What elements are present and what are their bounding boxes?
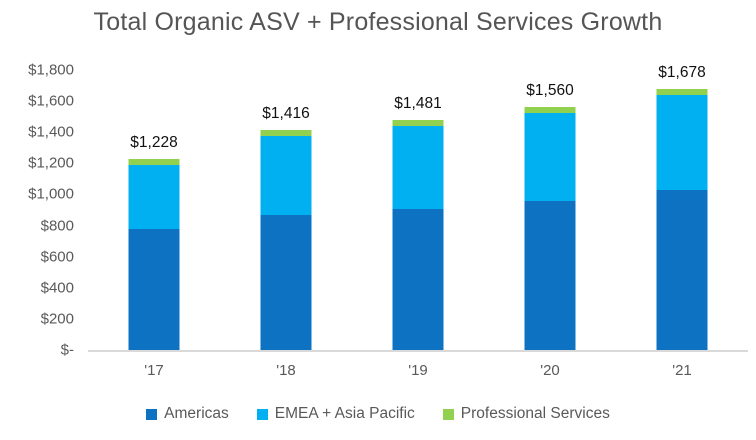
legend-label-americas: Americas <box>164 405 229 422</box>
bar-segment-americas <box>260 214 312 350</box>
legend-item-emea-asia-pacific: EMEA + Asia Pacific <box>256 405 415 423</box>
plot-area: $1,228 '17 $1,416 '18 $1,481 '19 $1,560 '20 $1,6… <box>88 64 748 379</box>
bar-20 <box>524 107 576 350</box>
bar-segment-professional-services <box>128 159 180 165</box>
bar-total-label: $1,228 <box>130 133 178 151</box>
bar-total-label: $1,416 <box>262 104 310 122</box>
bar-19 <box>392 119 444 350</box>
bar-segment-americas <box>656 190 708 350</box>
y-tick-label: $400 <box>40 279 74 297</box>
y-tick-label: $1,600 <box>28 92 74 110</box>
x-axis-label: '21 <box>672 362 692 379</box>
bar-slot-18: $1,416 '18 <box>220 70 352 379</box>
bar-segment-emea-asia-pacific <box>524 113 576 201</box>
bar-18 <box>260 129 312 350</box>
bar-total-label: $1,560 <box>526 82 574 100</box>
y-axis: $- $200 $400 $600 $800 $1,000 $1,200 $1,400 $1,6… <box>0 62 74 359</box>
bar-segment-emea-asia-pacific <box>392 126 444 210</box>
bar-segment-americas <box>128 228 180 350</box>
bar-slot-19: $1,481 '19 <box>352 70 484 379</box>
legend-label-emea-asia-pacific: EMEA + Asia Pacific <box>274 405 415 422</box>
bar-segment-emea-asia-pacific <box>260 135 312 215</box>
x-axis-label: '18 <box>276 362 296 379</box>
legend-label-professional-services: Professional Services <box>460 405 610 422</box>
bar-segment-americas <box>392 209 444 350</box>
legend-swatch-emea-asia-pacific <box>256 408 268 420</box>
x-axis-label: '19 <box>408 362 428 379</box>
bar-slot-20: $1,560 '20 <box>484 70 616 379</box>
bar-17 <box>128 159 180 350</box>
bar-segment-professional-services <box>260 129 312 136</box>
legend-item-americas: Americas <box>146 405 229 423</box>
y-tick-label: $1,400 <box>28 123 74 141</box>
bar-21 <box>656 89 708 350</box>
legend-swatch-americas <box>146 408 158 420</box>
legend: Americas EMEA + Asia Pacific Professiona… <box>0 401 756 427</box>
bar-segment-americas <box>524 200 576 350</box>
y-tick-label: $- <box>60 341 74 359</box>
bar-segment-emea-asia-pacific <box>656 95 708 191</box>
bar-segment-professional-services <box>656 89 708 96</box>
legend-swatch-professional-services <box>442 408 454 420</box>
bar-total-label: $1,481 <box>394 94 442 112</box>
y-tick-label: $800 <box>40 217 74 235</box>
y-tick-label: $600 <box>40 248 74 266</box>
bar-slot-21: $1,678 '21 <box>616 64 748 379</box>
x-axis-label: '20 <box>540 362 560 379</box>
bar-slot-17: $1,228 '17 <box>88 70 220 379</box>
y-tick-label: $1,200 <box>28 154 74 172</box>
y-tick-label: $1,000 <box>28 185 74 203</box>
legend-item-professional-services: Professional Services <box>442 405 610 423</box>
y-tick-label: $200 <box>40 310 74 328</box>
bar-segment-professional-services <box>392 119 444 127</box>
x-axis-label: '17 <box>144 362 164 379</box>
y-tick-label: $1,800 <box>28 61 74 79</box>
bar-total-label: $1,678 <box>658 63 706 81</box>
bar-segment-emea-asia-pacific <box>128 164 180 229</box>
chart-title: Total Organic ASV + Professional Service… <box>93 8 663 36</box>
bar-segment-professional-services <box>524 107 576 114</box>
